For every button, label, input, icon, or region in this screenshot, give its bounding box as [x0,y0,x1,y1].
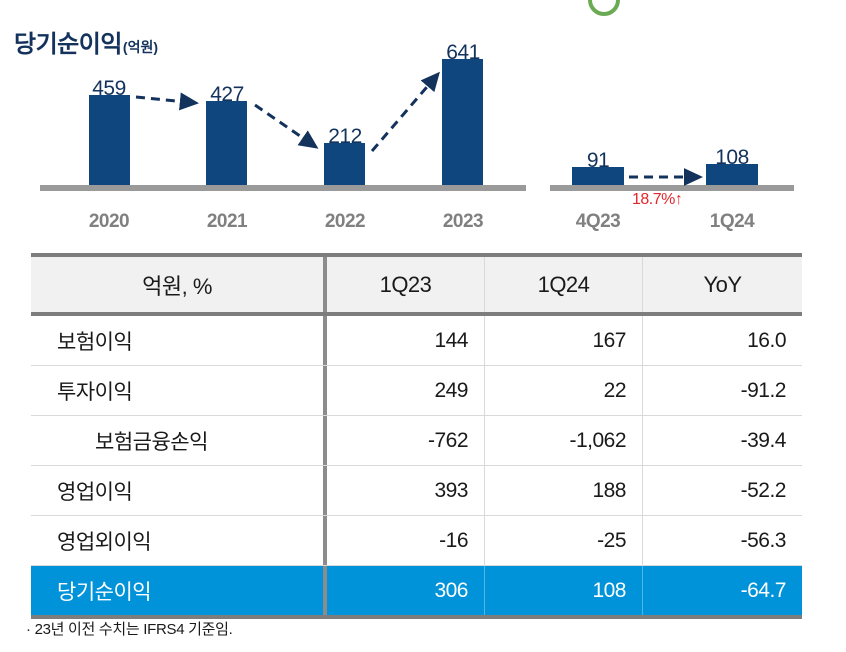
row-value-yoy: -39.4 [740,428,787,452]
category-label-2022: 2022 [324,211,366,232]
bar-4q23 [572,167,624,185]
table-row-total-net-profit: 당기순이익 306 108 -64.7 [31,566,802,615]
bar-2022 [324,143,365,185]
row-value-yoy: -56.3 [740,528,787,552]
page-title-text: 당기순이익 [14,31,122,58]
category-label-2021: 2021 [206,211,248,232]
bar-2021 [206,101,247,185]
row-value-yoy: -91.2 [740,378,787,402]
net-profit-bar-chart: 459 427 212 641 91 108 2020 2021 2022 20… [0,41,846,235]
row-value-1q24: -1,062 [485,416,643,465]
financial-summary-table: 억원, % 1Q23 1Q24 YoY 보험이익 144 167 16.0 투자… [31,253,802,619]
row-value-1q24: 22 [485,366,643,415]
row-value-1q23: 393 [327,466,485,515]
footnote: · 23년 이전 수치는 IFRS4 기준임. [26,621,233,638]
row-value-1q24: 108 [485,566,643,615]
table-row: 보험금융손익 -762 -1,062 -39.4 [31,416,802,466]
category-label-2020: 2020 [88,211,130,232]
row-value-1q24: -25 [485,516,643,565]
page-title-unit: (억원) [122,39,158,55]
arrow-2022-2023 [370,71,440,152]
table-header-row: 억원, % 1Q23 1Q24 YoY [31,257,802,316]
table-row: 투자이익 249 22 -91.2 [31,366,802,416]
table-row: 영업외이익 -16 -25 -56.3 [31,516,802,566]
column-header-yoy: YoY [703,271,742,297]
bar-value-1q24: 108 [715,146,749,169]
row-value-yoy: 16.0 [747,328,786,352]
yoy-growth-value: 18.7% [632,191,675,208]
row-label-non-operating-profit: 영업외이익 [31,516,327,565]
row-value-1q24: 167 [485,316,643,365]
row-value-yoy: -52.2 [740,478,787,502]
row-value-1q23: 306 [327,566,485,615]
category-label-1q24: 1Q24 [709,211,755,232]
arrow-2020-2021 [135,92,199,111]
bar-2020 [89,95,130,185]
bar-1q24 [706,164,758,185]
bar-value-2021: 427 [210,83,244,106]
yoy-growth-badge: 18.7%↑ [632,191,683,209]
bar-value-2023: 641 [446,41,480,64]
table-row: 영업이익 393 188 -52.2 [31,466,802,516]
table-row: 보험이익 144 167 16.0 [31,316,802,366]
row-value-1q24: 188 [485,466,643,515]
page-title: 당기순이익 (억원) [14,24,158,59]
bar-value-2022: 212 [328,125,362,148]
row-label-insurance-finance-pl: 보험금융손익 [31,416,327,465]
category-label-4q23: 4Q23 [575,211,621,232]
row-label-net-profit: 당기순이익 [31,566,327,615]
row-value-yoy: -64.7 [740,578,787,602]
green-ring-icon [588,0,620,16]
arrow-2021-2022 [254,103,319,149]
column-header-metric: 억원, % [31,257,327,312]
column-header-1q24: 1Q24 [485,257,643,312]
row-value-1q23: 144 [327,316,485,365]
row-label-insurance-profit: 보험이익 [31,316,327,365]
chart-axis-annual [40,185,526,191]
row-label-operating-profit: 영업이익 [31,466,327,515]
chart-axis-quarterly [550,185,794,191]
row-value-1q23: -762 [327,416,485,465]
bar-value-4q23: 91 [586,149,610,172]
bar-2023 [442,59,483,185]
row-value-1q23: 249 [327,366,485,415]
row-value-1q23: -16 [327,516,485,565]
bar-value-2020: 459 [92,77,126,100]
column-header-1q23: 1Q23 [327,257,485,312]
arrow-up-icon: ↑ [674,191,683,208]
row-label-investment-profit: 투자이익 [31,366,327,415]
category-label-2023: 2023 [442,211,484,232]
